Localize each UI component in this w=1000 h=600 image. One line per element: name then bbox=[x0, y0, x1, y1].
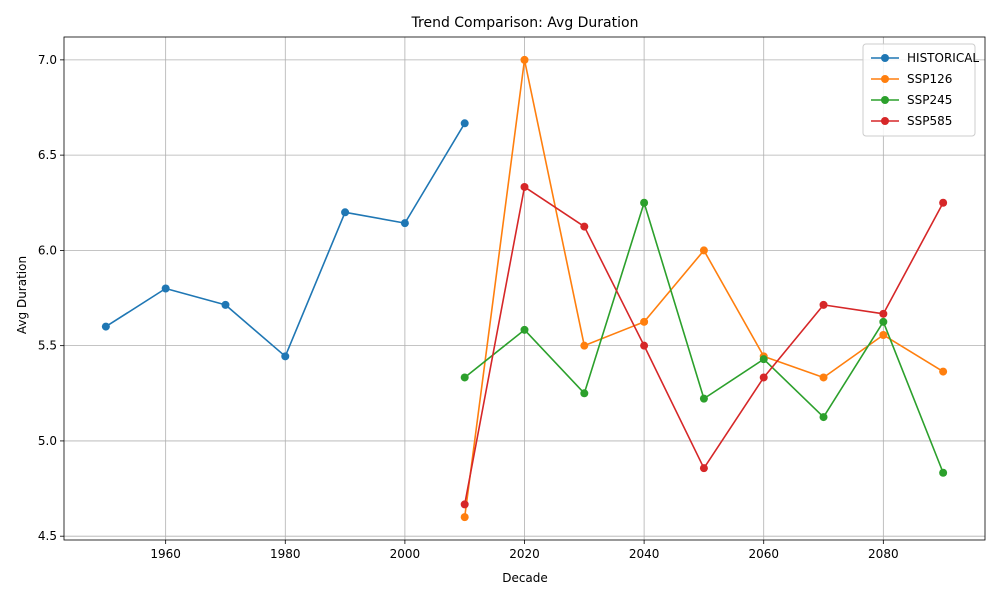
x-axis-title: Decade bbox=[502, 571, 548, 585]
y-axis-ticks: 4.5 5.0 5.5 6.0 6.5 7.0 bbox=[38, 53, 64, 543]
data-point-ssp126 bbox=[819, 373, 828, 382]
grid bbox=[64, 37, 985, 540]
data-point-historical bbox=[161, 284, 170, 293]
x-tick-label: 2000 bbox=[390, 547, 421, 561]
legend: HISTORICAL SSP126 SSP245 SSP585 bbox=[862, 43, 979, 137]
legend-label-historical: HISTORICAL bbox=[907, 51, 979, 65]
x-tick-label: 2060 bbox=[748, 547, 779, 561]
data-point-ssp126 bbox=[520, 55, 529, 64]
data-point-historical bbox=[400, 219, 409, 228]
data-point-ssp245 bbox=[819, 413, 828, 422]
series-layer bbox=[101, 55, 948, 522]
data-point-historical bbox=[460, 119, 469, 128]
legend-item-ssp585: SSP585 bbox=[871, 114, 952, 128]
data-point-ssp245 bbox=[759, 355, 768, 364]
data-point-ssp585 bbox=[759, 373, 768, 382]
legend-label-ssp585: SSP585 bbox=[907, 114, 952, 128]
legend-item-ssp245: SSP245 bbox=[871, 93, 952, 107]
data-point-ssp585 bbox=[460, 500, 469, 509]
data-point-ssp126 bbox=[939, 367, 948, 376]
series-line-ssp245 bbox=[464, 201, 944, 474]
x-tick-label: 2040 bbox=[629, 547, 660, 561]
data-point-ssp245 bbox=[640, 198, 649, 207]
series-ssp245 bbox=[460, 198, 948, 477]
y-axis-title: Avg Duration bbox=[15, 256, 29, 334]
data-point-ssp585 bbox=[580, 222, 589, 231]
data-point-ssp126 bbox=[699, 246, 708, 255]
legend-label-ssp245: SSP245 bbox=[907, 93, 952, 107]
data-point-ssp126 bbox=[460, 513, 469, 522]
data-point-ssp585 bbox=[879, 309, 888, 318]
data-point-ssp245 bbox=[879, 317, 888, 326]
x-tick-label: 1980 bbox=[270, 547, 301, 561]
legend-label-ssp126: SSP126 bbox=[907, 72, 952, 86]
data-point-ssp126 bbox=[580, 341, 589, 350]
y-tick-label: 6.5 bbox=[38, 148, 57, 162]
legend-marker-historical bbox=[881, 54, 889, 62]
legend-item-ssp126: SSP126 bbox=[871, 72, 952, 86]
data-point-ssp126 bbox=[640, 317, 649, 326]
y-tick-label: 6.0 bbox=[38, 243, 57, 257]
data-point-ssp585 bbox=[699, 464, 708, 473]
series-ssp585 bbox=[460, 182, 948, 509]
data-point-ssp126 bbox=[879, 330, 888, 339]
legend-marker-ssp585 bbox=[881, 117, 889, 125]
data-point-ssp585 bbox=[520, 182, 529, 191]
data-point-ssp245 bbox=[939, 468, 948, 477]
legend-box bbox=[862, 43, 976, 137]
data-point-historical bbox=[221, 300, 230, 309]
x-tick-label: 2080 bbox=[868, 547, 899, 561]
data-point-historical bbox=[341, 208, 350, 217]
data-point-ssp585 bbox=[939, 198, 948, 207]
legend-marker-ssp245 bbox=[881, 96, 889, 104]
series-historical bbox=[101, 119, 469, 361]
data-point-historical bbox=[281, 352, 290, 361]
series-ssp126 bbox=[460, 55, 948, 522]
data-point-ssp245 bbox=[460, 373, 469, 382]
data-point-historical bbox=[101, 322, 110, 331]
data-point-ssp585 bbox=[640, 341, 649, 350]
y-tick-label: 5.5 bbox=[38, 339, 57, 353]
x-tick-label: 2020 bbox=[509, 547, 540, 561]
y-tick-label: 4.5 bbox=[38, 529, 57, 543]
data-point-ssp585 bbox=[819, 300, 828, 309]
data-point-ssp245 bbox=[580, 389, 589, 398]
data-point-ssp245 bbox=[520, 325, 529, 334]
y-tick-label: 7.0 bbox=[38, 53, 57, 67]
y-tick-label: 5.0 bbox=[38, 434, 57, 448]
x-tick-label: 1960 bbox=[150, 547, 181, 561]
chart-title: Trend Comparison: Avg Duration bbox=[411, 15, 639, 31]
legend-marker-ssp126 bbox=[881, 75, 889, 83]
legend-item-historical: HISTORICAL bbox=[871, 51, 979, 65]
x-axis-ticks: 1960 1980 2000 2020 2040 2060 2080 bbox=[150, 540, 899, 561]
data-point-ssp245 bbox=[699, 394, 708, 403]
